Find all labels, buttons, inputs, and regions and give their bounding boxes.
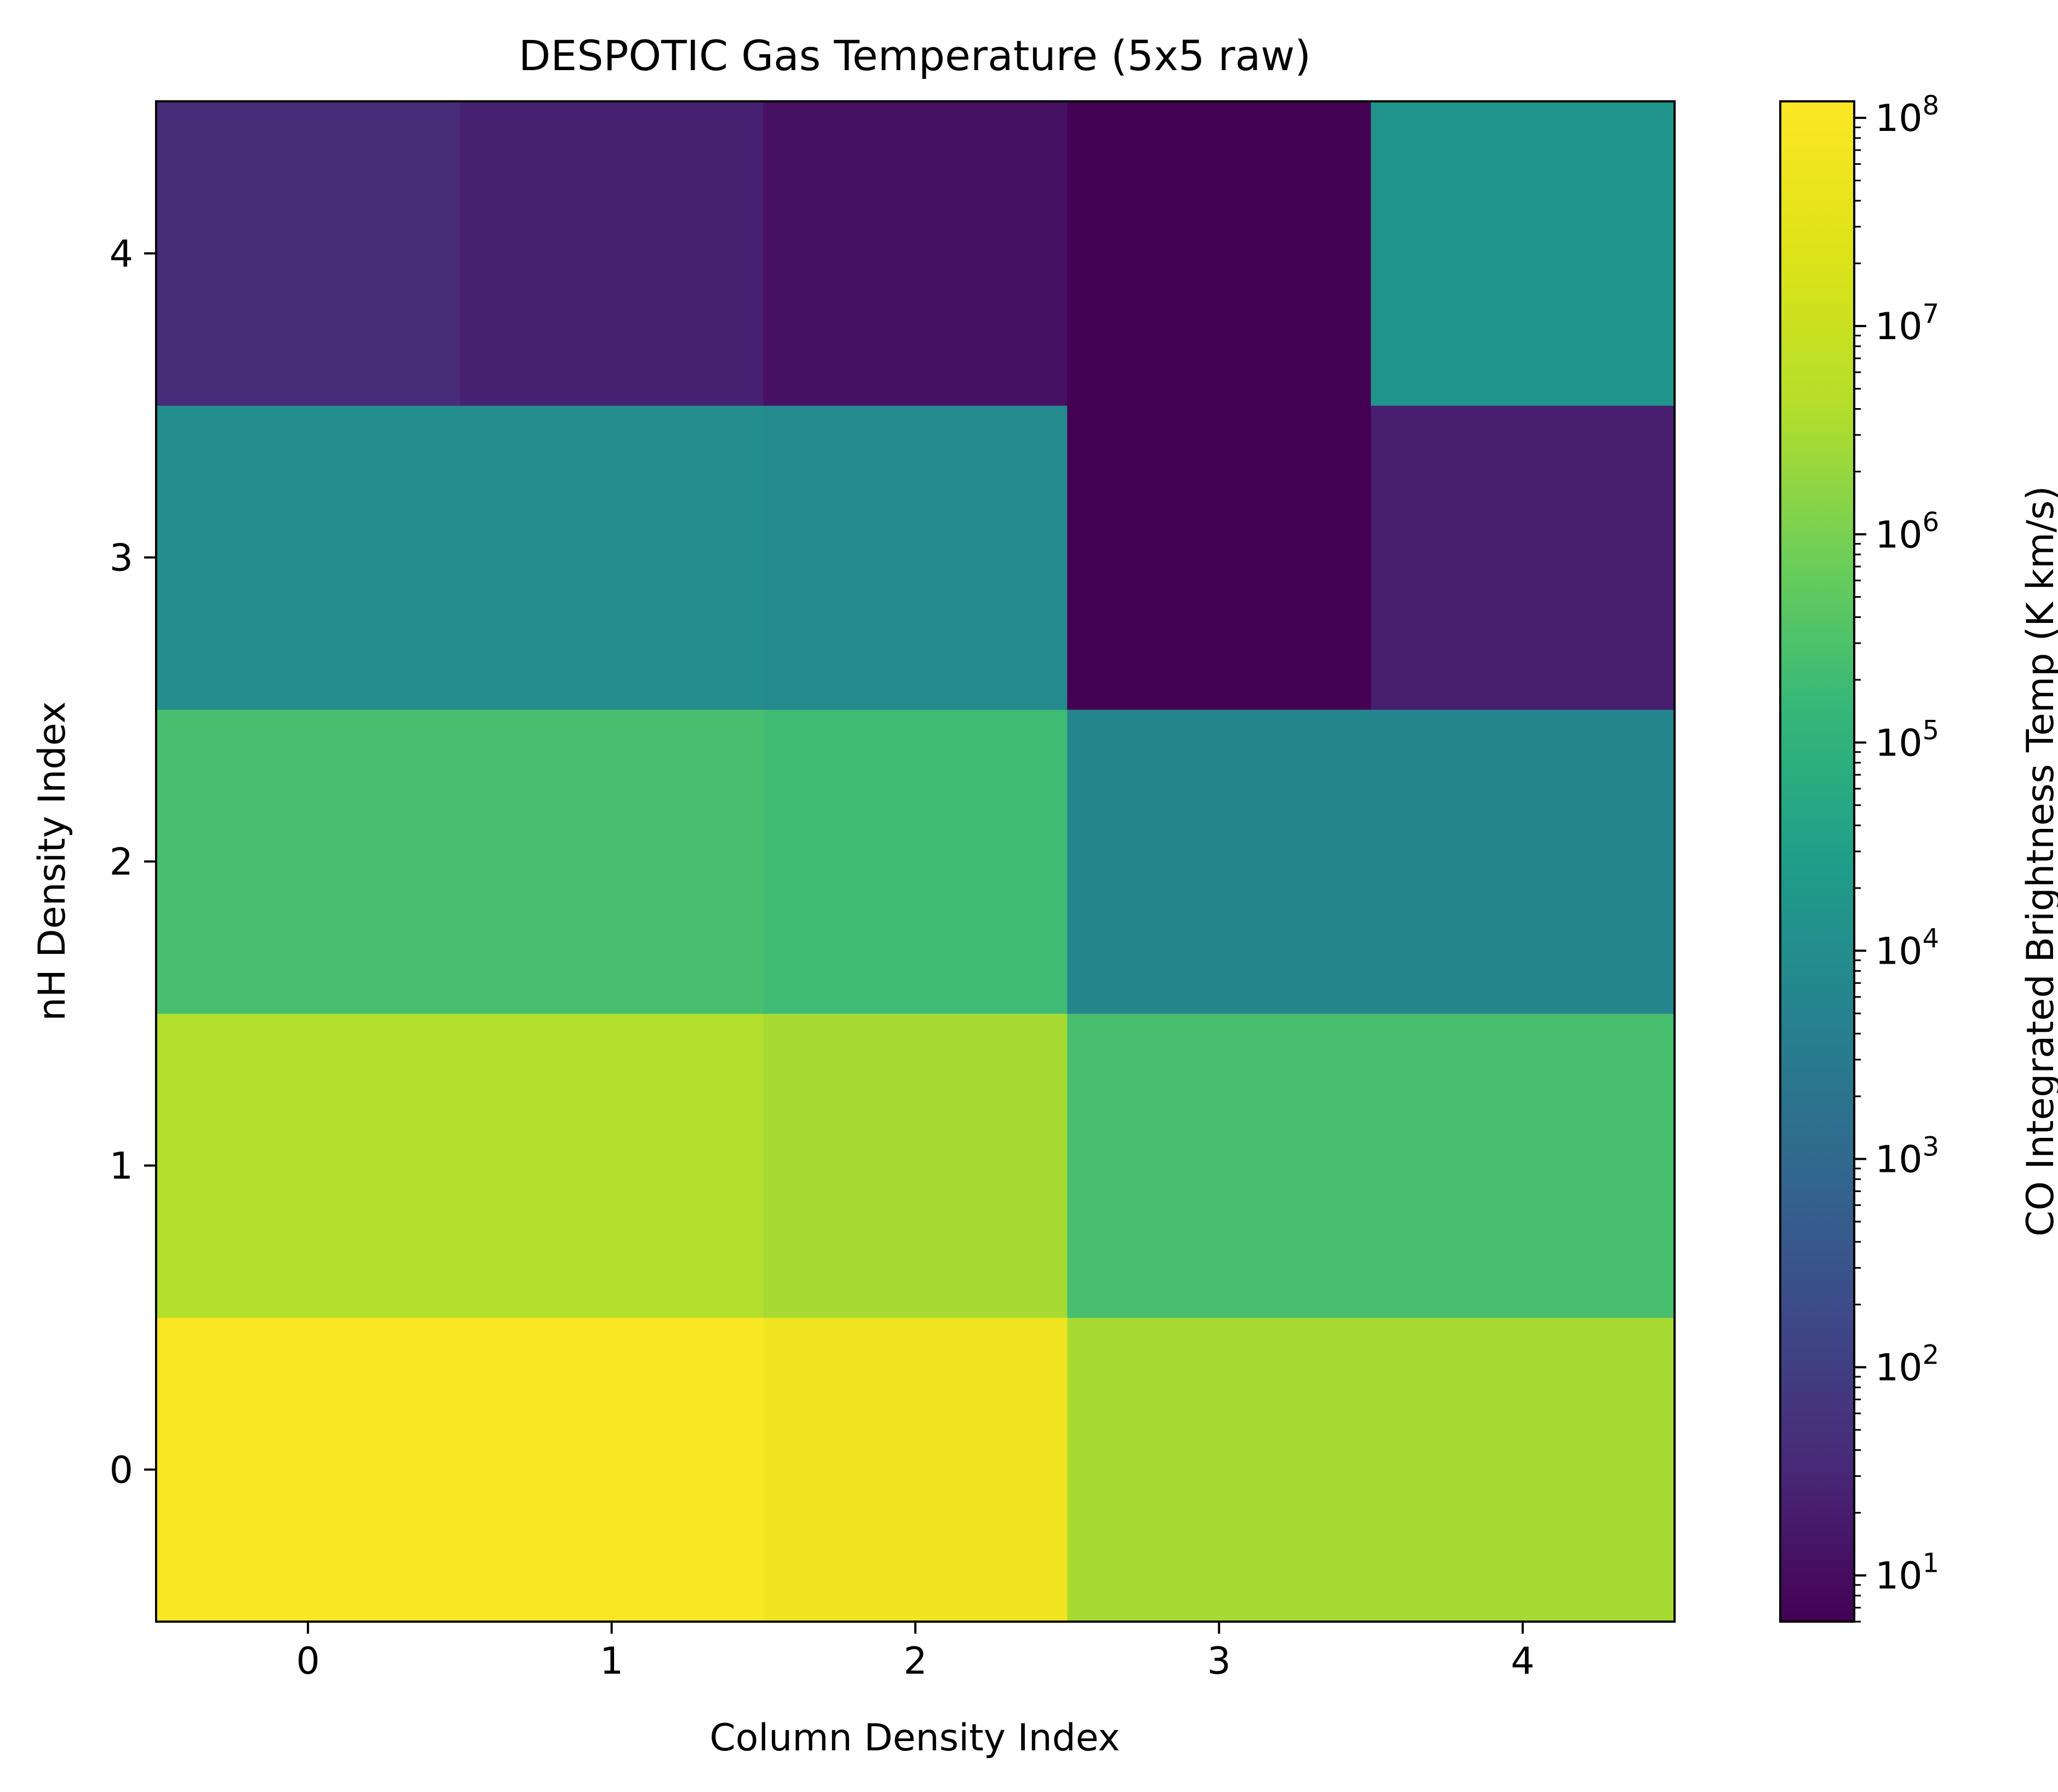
heatmap-cell [1067,101,1372,406]
colorbar-tick-label: 106 [1875,507,1939,557]
heatmap-cell [1371,709,1675,1014]
heatmap-cells [156,101,1675,1622]
heatmap-cell [763,101,1068,406]
heatmap-cell [460,101,764,406]
heatmap-cell [763,405,1068,710]
colorbar-tick-label: 108 [1875,90,1939,140]
heatmap-cell [1067,405,1372,710]
colorbar-tick-label: 102 [1875,1340,1939,1390]
heatmap-cell [156,101,460,406]
x-tick-label: 0 [296,1640,320,1683]
heatmap-cell [763,709,1068,1014]
colorbar-tick-label: 104 [1875,923,1939,973]
colorbar-tick-label: 103 [1875,1132,1939,1182]
y-axis-label: nH Density Index [31,701,74,1021]
x-axis-ticks: 0 1 2 3 4 [296,1622,1534,1683]
heatmap-cell [763,1318,1068,1622]
heatmap-cell [156,709,460,1014]
heatmap-cell [460,1014,764,1318]
x-tick-label: 1 [600,1640,623,1683]
heatmap-cell [1067,709,1372,1014]
chart-title: DESPOTIC Gas Temperature (5x5 raw) [519,31,1311,80]
colorbar-tick-label: 101 [1875,1548,1939,1598]
heatmap-cell [763,1014,1068,1318]
heatmap-cell [1067,1014,1372,1318]
y-tick-label: 3 [110,537,133,580]
heatmap-cell [1067,1318,1372,1622]
x-tick-label: 3 [1207,1640,1231,1683]
heatmap-cell [460,1318,764,1622]
heatmap-cell [1371,101,1675,406]
x-tick-label: 4 [1511,1640,1534,1683]
y-axis-ticks: 0 1 2 3 4 [110,233,156,1492]
x-tick-label: 2 [903,1640,927,1683]
colorbar-tick-label: 107 [1875,299,1939,348]
heatmap-cell [1371,1318,1675,1622]
heatmap-cell [460,709,764,1014]
heatmap-cell [156,1014,460,1318]
y-tick-label: 0 [110,1449,133,1492]
x-axis-label: Column Density Index [709,1716,1120,1760]
heatmap-cell [156,405,460,710]
y-tick-label: 1 [110,1145,133,1188]
heatmap-cell [1371,405,1675,710]
heatmap-cell [1371,1014,1675,1318]
colorbar-tick-label: 105 [1875,715,1939,765]
colorbar-label: CO Integrated Brightness Temp (K km/s) [2019,486,2058,1236]
y-tick-label: 2 [110,841,133,884]
y-tick-label: 4 [110,233,133,276]
colorbar [1779,100,1855,1623]
heatmap-cell [156,1318,460,1622]
colorbar-ticks: 101 102 103 104 105 106 107 108 [1854,90,1939,1623]
heatmap-cell [460,405,764,710]
